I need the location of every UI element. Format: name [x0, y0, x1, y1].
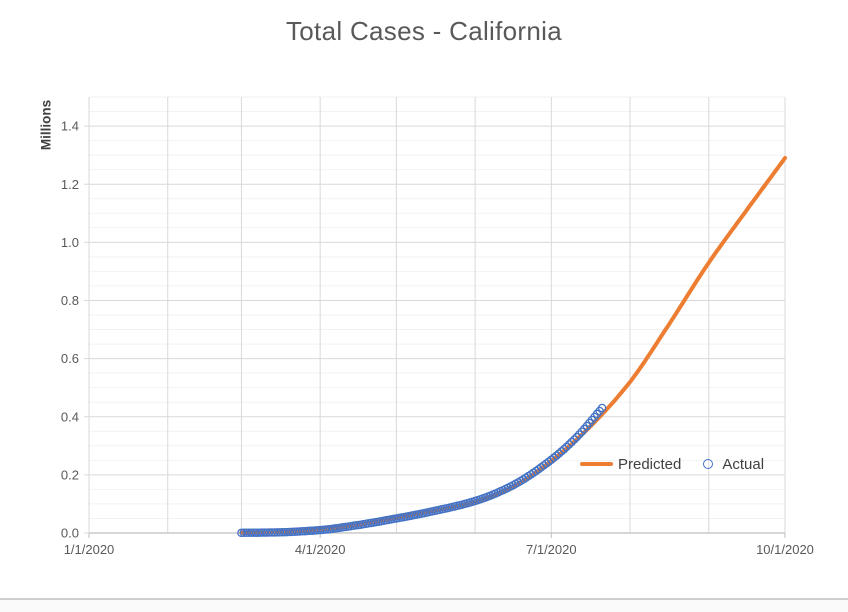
y-tick-label: 0.2 [61, 467, 79, 482]
page-bottom-rule [0, 598, 848, 600]
actual-point [577, 427, 587, 436]
actual-point [547, 455, 556, 465]
actual-circle-marker-icon [703, 459, 714, 469]
y-tick-label: 1.4 [61, 119, 79, 134]
predicted-line [239, 156, 787, 535]
actual-point [559, 444, 569, 454]
y-tick-label: 0.4 [61, 409, 79, 424]
y-tick-label: 0.6 [61, 351, 79, 366]
y-tick-label: 0.8 [61, 293, 79, 308]
actual-point [564, 440, 574, 449]
actual-point [557, 447, 566, 456]
x-tick-label: 4/1/2020 [295, 542, 346, 557]
actual-point [597, 403, 607, 413]
page-bottom-margin [0, 600, 848, 612]
y-tick-label: 1.0 [61, 235, 79, 250]
actual-point [554, 449, 564, 458]
x-tick-label: 10/1/2020 [756, 542, 814, 557]
actual-point [574, 430, 584, 439]
predicted-line-swatch-icon [580, 462, 613, 466]
chart-title: Total Cases - California [286, 16, 562, 46]
legend-label-actual: Actual [722, 455, 765, 473]
x-tick-label: 7/1/2020 [526, 542, 577, 557]
actual-point [567, 437, 576, 447]
y-tick-label: 1.2 [61, 177, 79, 192]
actual-point [572, 432, 581, 442]
legend: Predicted Actual [580, 452, 764, 476]
y-tick-label: 0.0 [61, 526, 79, 541]
actual-series [237, 403, 607, 538]
legend-label-predicted: Predicted [618, 455, 682, 473]
x-tick-label: 1/1/2020 [64, 542, 115, 557]
actual-point [562, 442, 571, 452]
actual-point [549, 453, 559, 463]
actual-point [569, 435, 579, 444]
actual-point [552, 451, 561, 460]
